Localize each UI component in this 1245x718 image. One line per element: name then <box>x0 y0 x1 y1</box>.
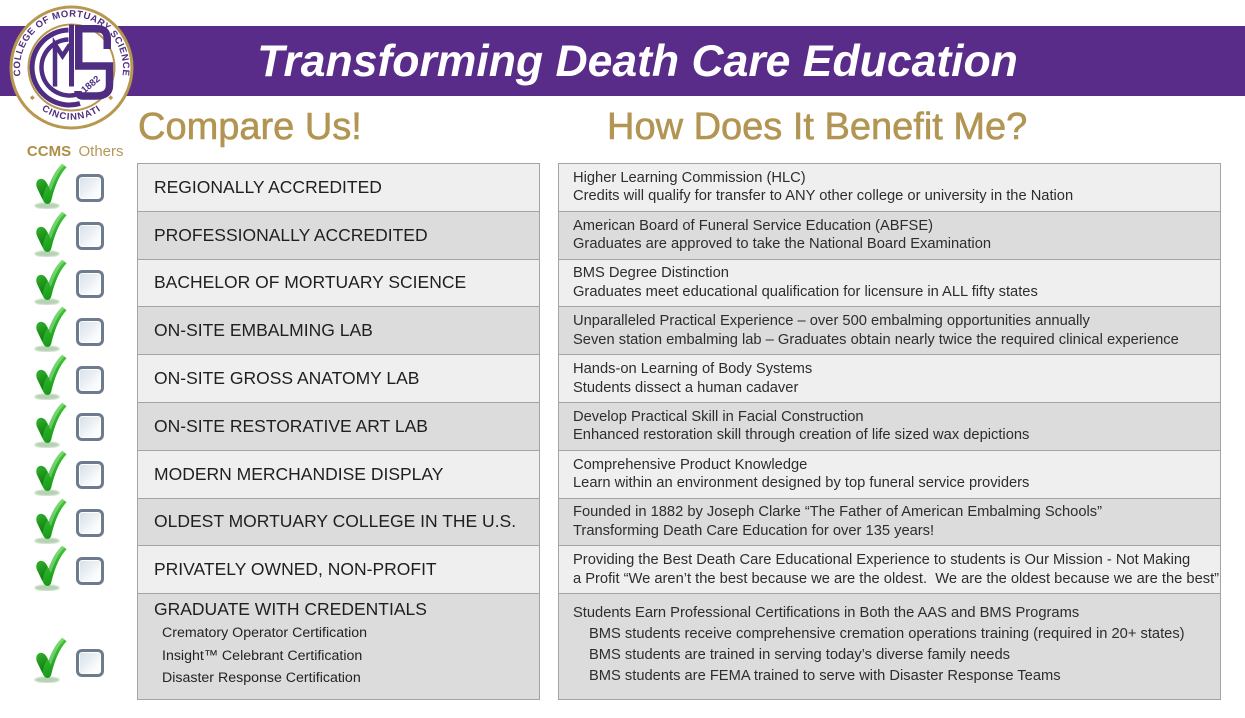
others-column-label: Others <box>78 142 124 160</box>
green-check-icon <box>34 546 67 592</box>
feature-row: ON-SITE EMBALMING LAB <box>138 307 539 356</box>
feature-row: MODERN MERCHANDISE DISPLAY <box>138 450 539 499</box>
feature-row: REGIONALLY ACCREDITED <box>138 164 539 212</box>
benefit-row: BMS Degree Distinction Graduates meet edu… <box>559 259 1220 308</box>
feature-label: PRIVATELY OWNED, NON-PROFIT <box>154 559 437 580</box>
benefit-line: a Profit “We aren’t the best because we … <box>573 570 1220 587</box>
feature-label: GRADUATE WITH CREDENTIALS <box>154 599 427 620</box>
benefit-heading: How Does It Benefit Me? <box>607 105 1028 148</box>
benefit-line: BMS Degree Distinction <box>573 265 729 282</box>
feature-subitem: Insight™ Celebrant Certification <box>162 647 363 664</box>
others-checkbox <box>76 509 104 537</box>
benefit-line: Transforming Death Care Education for ov… <box>573 522 935 539</box>
others-checkbox <box>76 648 104 677</box>
others-checkbox <box>76 461 104 490</box>
ccms-column-label: CCMS <box>26 142 72 160</box>
benefit-line: Comprehensive Product Knowledge <box>573 456 808 473</box>
feature-label: ON-SITE EMBALMING LAB <box>154 320 373 341</box>
feature-label: PROFESSIONALLY ACCREDITED <box>154 224 428 245</box>
feature-label: ON-SITE RESTORATIVE ART LAB <box>154 415 428 436</box>
feature-label: ON-SITE GROSS ANATOMY LAB <box>154 368 420 389</box>
feature-row: PRIVATELY OWNED, NON-PROFIT <box>138 546 539 595</box>
benefit-row: Hands-on Learning of Body Systems Student… <box>559 355 1220 403</box>
benefit-line: Graduates meet educational qualification… <box>573 283 1038 300</box>
benefit-line: BMS students are FEMA trained to serve w… <box>589 668 1061 685</box>
green-check-icon <box>34 637 67 683</box>
benefit-line: American Board of Funeral Service Educat… <box>573 217 934 234</box>
green-check-icon <box>34 163 67 209</box>
feature-row: ON-SITE RESTORATIVE ART LAB <box>138 402 539 451</box>
feature-subitem: Disaster Response Certification <box>162 670 361 687</box>
others-checkbox <box>76 413 104 442</box>
benefit-row: Founded in 1882 by Joseph Clarke “The Fa… <box>559 498 1220 547</box>
feature-label: REGIONALLY ACCREDITED <box>154 176 382 197</box>
feature-label: OLDEST MORTUARY COLLEGE IN THE U.S. <box>154 511 517 532</box>
page-title: Transforming Death Care Education <box>257 37 1018 86</box>
benefit-row: Unparalleled Practical Experience – over… <box>559 307 1220 356</box>
benefit-line: Develop Practical Skill in Facial Constr… <box>573 408 864 425</box>
feature-label: BACHELOR OF MORTUARY SCIENCE <box>154 272 467 293</box>
feature-row: GRADUATE WITH CREDENTIALS Crematory Opera… <box>138 594 539 699</box>
benefit-row: Develop Practical Skill in Facial Constr… <box>559 402 1220 451</box>
feature-row: PROFESSIONALLY ACCREDITED <box>138 211 539 260</box>
others-checkbox <box>76 222 104 251</box>
benefit-line: Learn within an environment designed by … <box>573 475 1030 492</box>
green-check-icon <box>34 498 67 544</box>
feature-label: MODERN MERCHANDISE DISPLAY <box>154 463 444 484</box>
check-column <box>0 0 137 718</box>
benefit-row: Comprehensive Product Knowledge Learn wit… <box>559 450 1220 499</box>
others-checkbox <box>76 365 104 394</box>
college-seal-logo: COLLEGE OF MORTUARY SCIENCE CINCINNATI 1… <box>9 5 134 130</box>
benefit-row: American Board of Funeral Service Educat… <box>559 211 1220 260</box>
green-check-icon <box>34 259 67 305</box>
benefit-line: Students dissect a human cadaver <box>573 379 799 396</box>
green-check-icon <box>34 450 67 496</box>
feature-row: BACHELOR OF MORTUARY SCIENCE <box>138 259 539 308</box>
benefit-line: Students Earn Professional Certification… <box>573 605 1080 622</box>
feature-row: OLDEST MORTUARY COLLEGE IN THE U.S. <box>138 498 539 547</box>
benefit-line: Providing the Best Death Care Educationa… <box>573 552 1191 569</box>
compare-heading: Compare Us! <box>138 105 362 148</box>
others-checkbox <box>76 556 104 585</box>
benefit-line: Seven station embalming lab – Graduates … <box>573 331 1179 348</box>
benefit-line: Hands-on Learning of Body Systems <box>573 360 813 377</box>
others-checkbox <box>76 317 104 346</box>
header-band <box>0 26 1245 96</box>
green-check-icon <box>34 354 67 400</box>
benefit-line: Unparalleled Practical Experience – over… <box>573 313 1090 330</box>
benefit-line: BMS students are trained in serving toda… <box>589 647 1010 664</box>
feature-table: REGIONALLY ACCREDITED PROFESSIONALLY ACCR… <box>137 163 540 700</box>
benefit-line: Graduates are approved to take the Natio… <box>573 236 992 253</box>
benefit-line: Higher Learning Commission (HLC) <box>573 169 806 186</box>
others-checkbox <box>76 270 104 298</box>
seal-side-diamonds <box>29 95 114 101</box>
benefit-line: Enhanced restoration skill through creat… <box>573 427 1030 444</box>
benefit-row: Students Earn Professional Certification… <box>559 594 1220 699</box>
green-check-icon <box>34 402 67 448</box>
benefit-line: Founded in 1882 by Joseph Clarke “The Fa… <box>573 504 1103 521</box>
feature-subitem: Crematory Operator Certification <box>162 625 367 642</box>
benefit-row: Providing the Best Death Care Educationa… <box>559 546 1220 595</box>
benefit-line: BMS students receive comprehensive crema… <box>589 626 1185 643</box>
benefit-line: Credits will qualify for transfer to ANY… <box>573 188 1074 205</box>
feature-row: ON-SITE GROSS ANATOMY LAB <box>138 355 539 403</box>
green-check-icon <box>34 211 67 257</box>
benefit-row: Higher Learning Commission (HLC) Credits … <box>559 164 1220 212</box>
others-checkbox <box>76 174 104 203</box>
green-check-icon <box>34 307 67 353</box>
benefit-table: Higher Learning Commission (HLC) Credits … <box>558 163 1221 700</box>
